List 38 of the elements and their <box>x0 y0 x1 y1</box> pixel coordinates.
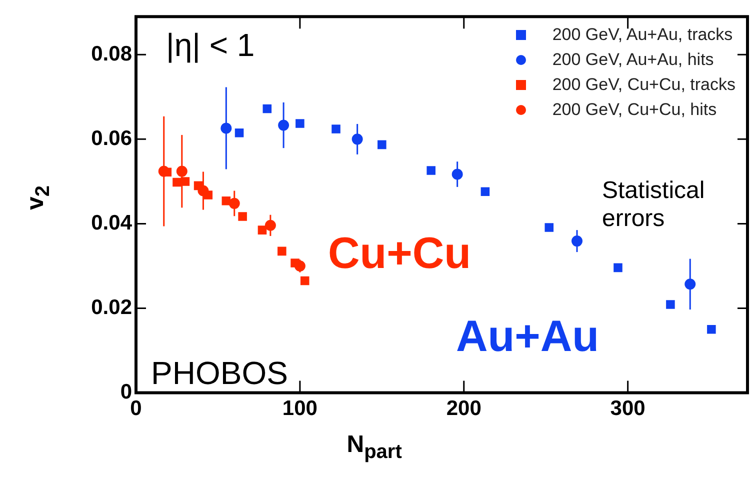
point <box>204 190 213 200</box>
point <box>290 258 300 268</box>
point <box>194 181 203 190</box>
x-tick-label: 300 <box>610 397 646 420</box>
point <box>707 325 716 334</box>
legend-label: 200 GeV, Au+Au, tracks <box>552 25 733 46</box>
point <box>172 178 182 187</box>
y-tick-label: 0 <box>120 380 132 404</box>
annotation: Cu+Cu <box>328 228 471 278</box>
point <box>666 300 675 309</box>
legend-label: 200 GeV, Au+Au, hits <box>552 50 714 70</box>
point <box>426 166 436 175</box>
y-tick-label: 0.04 <box>91 212 132 235</box>
point <box>544 223 554 232</box>
point <box>378 140 386 150</box>
y-tick-label: 0.08 <box>91 42 132 66</box>
point <box>258 226 267 234</box>
point <box>234 128 244 138</box>
point <box>332 124 340 134</box>
point <box>300 276 310 286</box>
x-axis-title: N$_{part}$ <box>346 430 402 463</box>
point <box>222 196 231 206</box>
point <box>262 104 272 114</box>
point <box>278 246 286 256</box>
annotation: PHOBOS <box>151 354 288 391</box>
y-tick-label: 0.02 <box>91 296 132 320</box>
point <box>480 187 490 196</box>
legend-label: 200 GeV, Cu+Cu, tracks <box>552 75 736 96</box>
y-tick-label: 0.06 <box>91 126 132 150</box>
x-tick-label: 100 <box>282 397 318 420</box>
annotation: |η| < 1 <box>166 26 255 63</box>
point <box>614 263 622 272</box>
x-tick-label: 200 <box>446 397 482 420</box>
point <box>238 212 247 221</box>
annotation: Au+Au <box>456 312 599 361</box>
legend-label: 200 GeV, Cu+Cu, hits <box>552 100 717 120</box>
annotation: Statistical errors <box>602 176 706 234</box>
point <box>296 119 304 128</box>
